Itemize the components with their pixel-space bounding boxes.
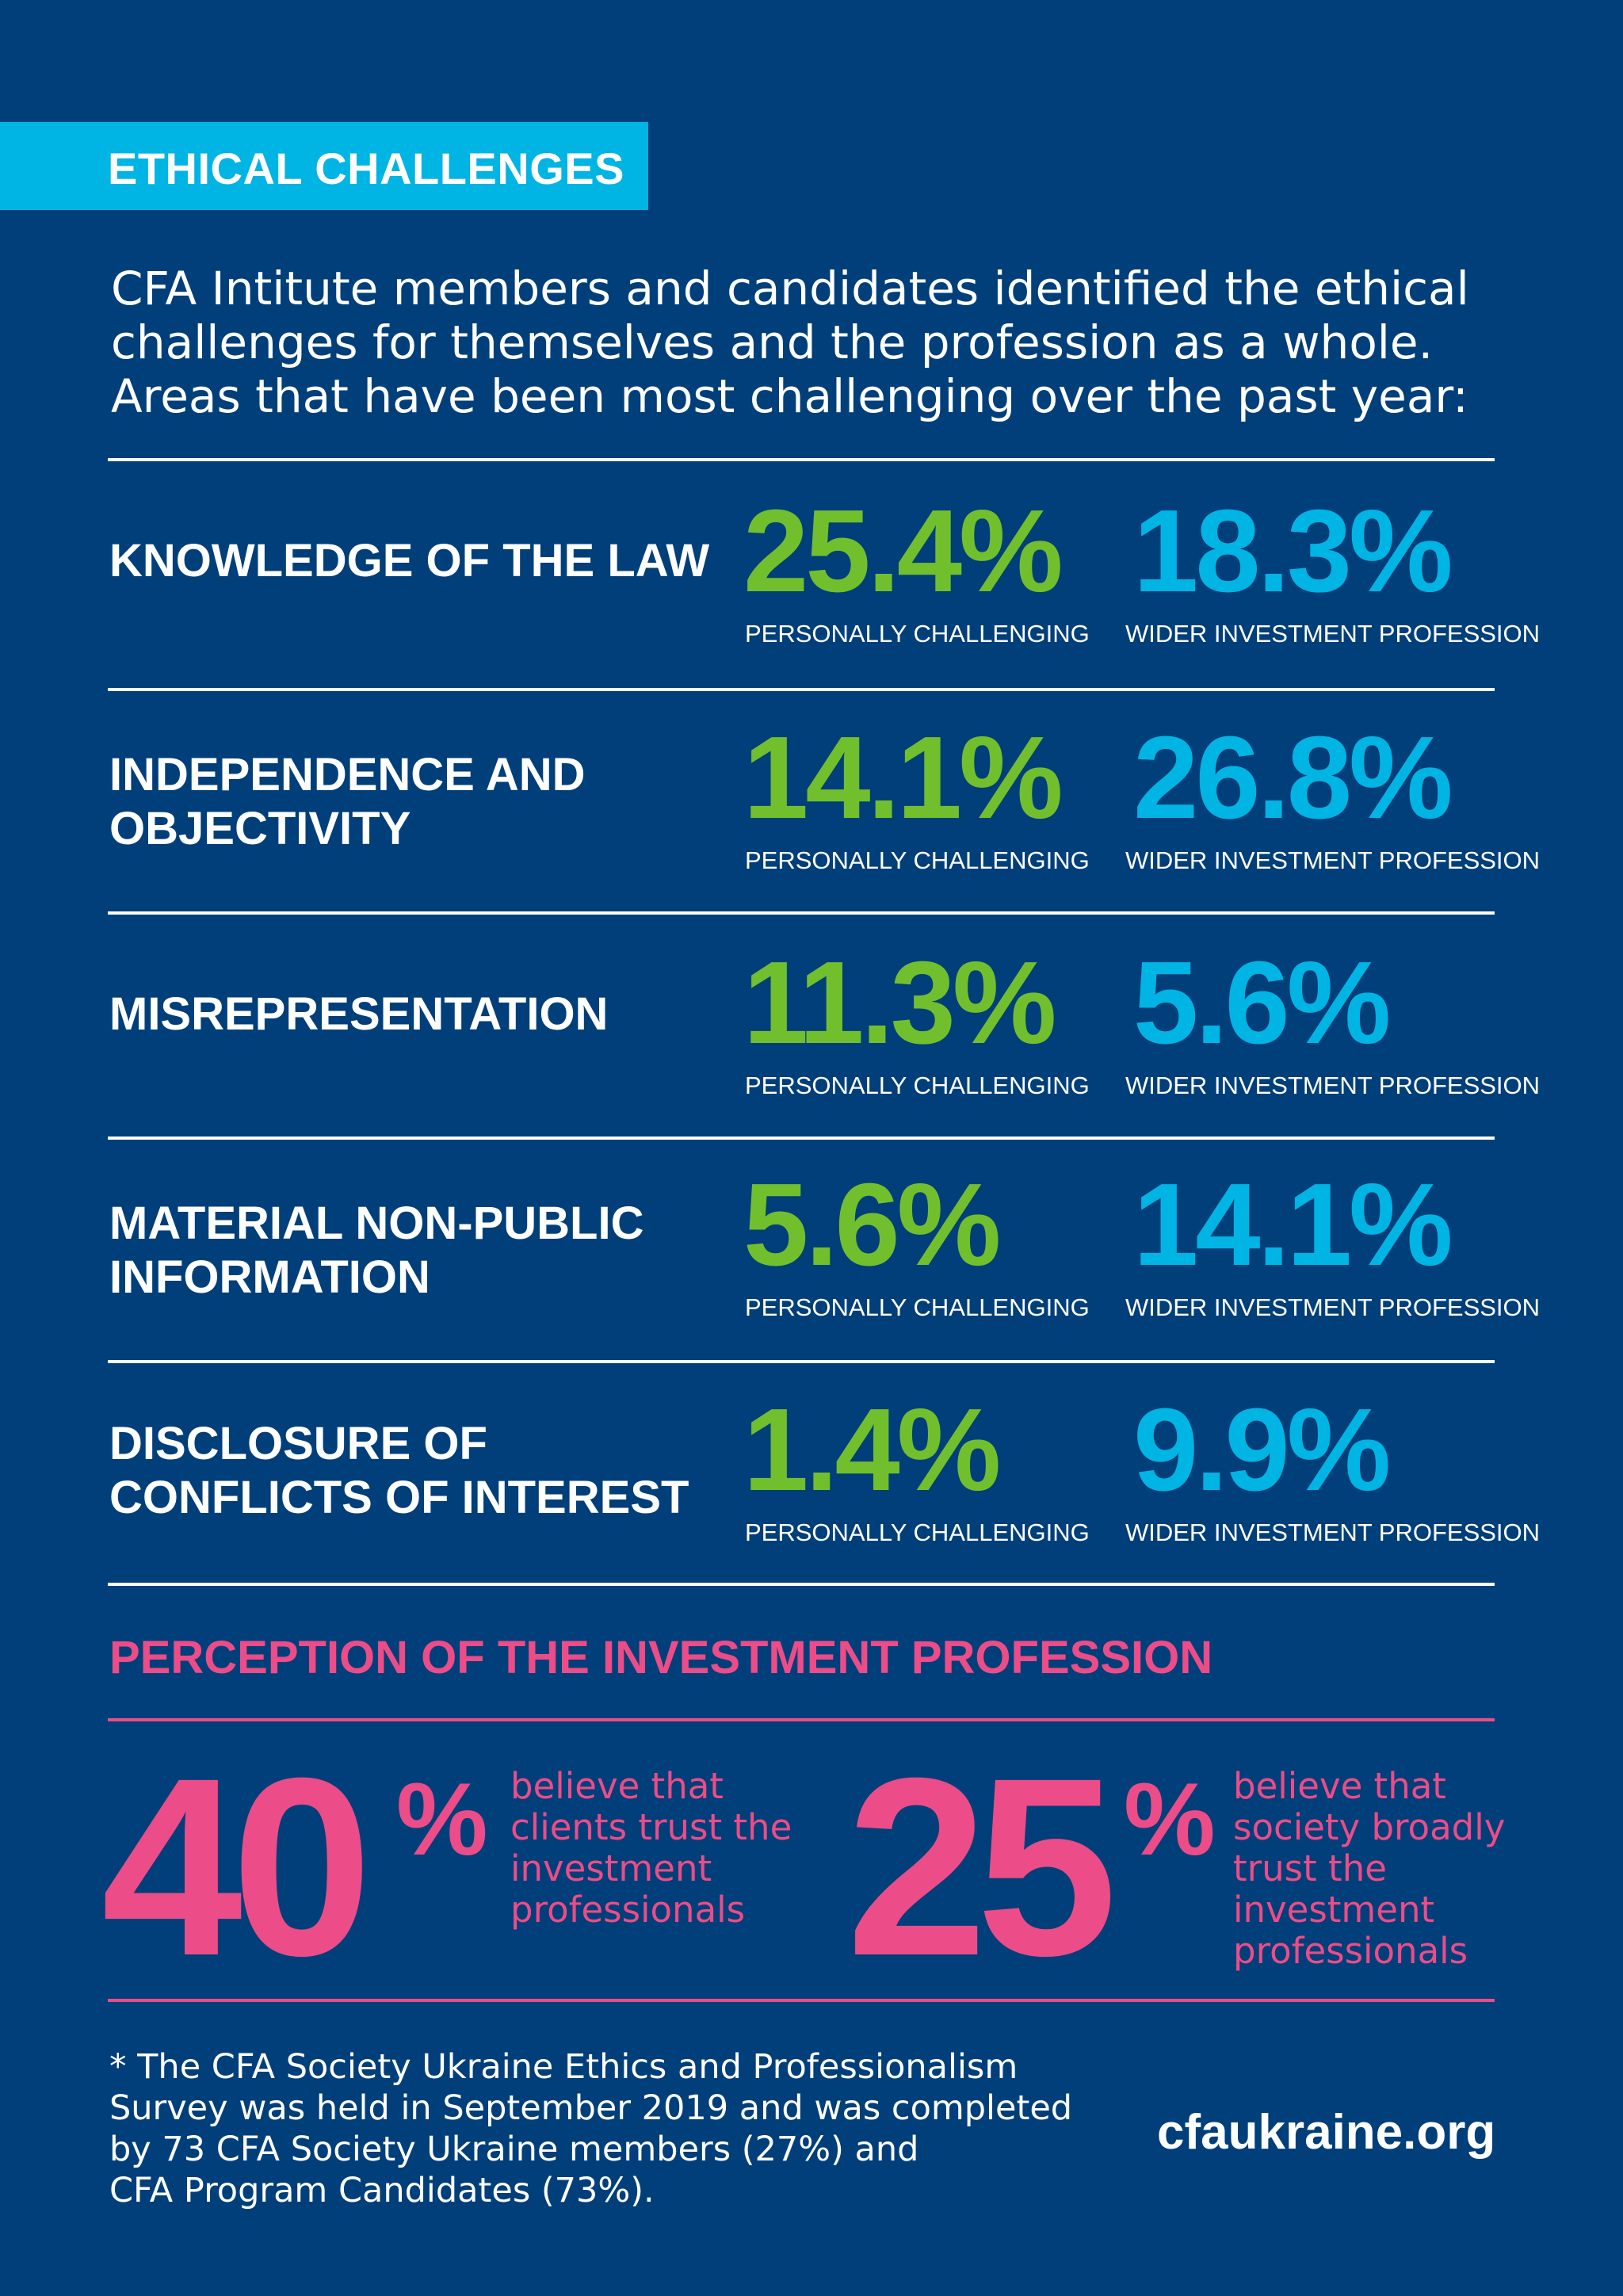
stat-clients-percent-sign: % [396, 1761, 488, 1877]
divider [108, 1137, 1495, 1140]
personal-label: PERSONALLY CHALLENGING [745, 1072, 1090, 1099]
stat-clients-text: believe that clients trust the investmen… [510, 1765, 792, 1931]
challenge-row-material-non-public: MATERIAL NON-PUBLIC INFORMATION 5.6% 14.… [0, 1140, 1623, 1363]
intro-line: challenges for themselves and the profes… [111, 315, 1434, 369]
divider [108, 688, 1495, 691]
personal-percent: 14.1% [743, 712, 1064, 843]
wider-label: WIDER INVESTMENT PROFESSION [1125, 1293, 1541, 1321]
challenge-row-independence: INDEPENDENCE AND OBJECTIVITY 14.1% 26.8%… [0, 691, 1623, 915]
pink-divider [108, 1718, 1495, 1721]
stat-society-percent-sign: % [1124, 1761, 1216, 1877]
personal-percent: 1.4% [743, 1385, 1001, 1515]
intro-line: CFA Intitute members and candidates iden… [111, 262, 1469, 315]
intro-text: CFA Intitute members and candidates iden… [111, 262, 1537, 423]
wider-label: WIDER INVESTMENT PROFESSION [1125, 846, 1541, 874]
personal-label: PERSONALLY CHALLENGING [745, 1519, 1090, 1546]
section-title: ETHICAL CHALLENGES [108, 143, 624, 193]
wider-percent: 5.6% [1133, 938, 1391, 1068]
personal-label: PERSONALLY CHALLENGING [745, 620, 1090, 648]
challenge-row-misrepresentation: MISREPRESENTATION 11.3% 5.6% PERSONALLY … [0, 915, 1623, 1138]
challenge-label: MATERIAL NON-PUBLIC INFORMATION [109, 1198, 644, 1303]
wider-percent: 9.9% [1133, 1385, 1391, 1515]
wider-label: WIDER INVESTMENT PROFESSION [1125, 1072, 1541, 1099]
personal-percent: 25.4% [743, 486, 1064, 617]
stat-society-value: 25 [846, 1725, 1117, 2008]
personal-percent: 11.3% [743, 938, 1056, 1068]
stat-clients-value: 40 [101, 1725, 372, 2008]
personal-percent: 5.6% [743, 1159, 1001, 1290]
divider [108, 458, 1495, 461]
challenge-label: INDEPENDENCE AND OBJECTIVITY [109, 749, 586, 854]
intro-line: Areas that have been most challenging ov… [111, 369, 1468, 423]
challenge-label: MISREPRESENTATION [109, 988, 609, 1040]
challenge-label: KNOWLEDGE OF THE LAW [109, 535, 710, 586]
pink-divider [108, 1999, 1495, 2002]
divider [108, 911, 1495, 915]
divider [108, 1360, 1495, 1363]
personal-label: PERSONALLY CHALLENGING [745, 1293, 1090, 1321]
challenge-label: DISCLOSURE OF CONFLICTS OF INTEREST [109, 1418, 689, 1523]
wider-label: WIDER INVESTMENT PROFESSION [1125, 620, 1541, 648]
divider [108, 1583, 1495, 1586]
perception-title: PERCEPTION OF THE INVESTMENT PROFESSION [109, 1632, 1213, 1683]
website-link[interactable]: cfaukraine.org [1157, 2105, 1496, 2160]
wider-label: WIDER INVESTMENT PROFESSION [1125, 1519, 1541, 1546]
footnote: * The CFA Society Ukraine Ethics and Pro… [109, 2047, 1073, 2210]
stat-society-text: believe that society broadly trust the i… [1233, 1765, 1506, 1972]
challenge-row-disclosure: DISCLOSURE OF CONFLICTS OF INTEREST 1.4%… [0, 1363, 1623, 1587]
section-banner: ETHICAL CHALLENGES [0, 122, 648, 210]
personal-label: PERSONALLY CHALLENGING [745, 846, 1090, 874]
wider-percent: 14.1% [1133, 1159, 1453, 1290]
wider-percent: 18.3% [1133, 486, 1453, 617]
challenge-row-knowledge-of-law: KNOWLEDGE OF THE LAW 25.4% 18.3% PERSONA… [0, 461, 1623, 685]
wider-percent: 26.8% [1133, 712, 1453, 843]
